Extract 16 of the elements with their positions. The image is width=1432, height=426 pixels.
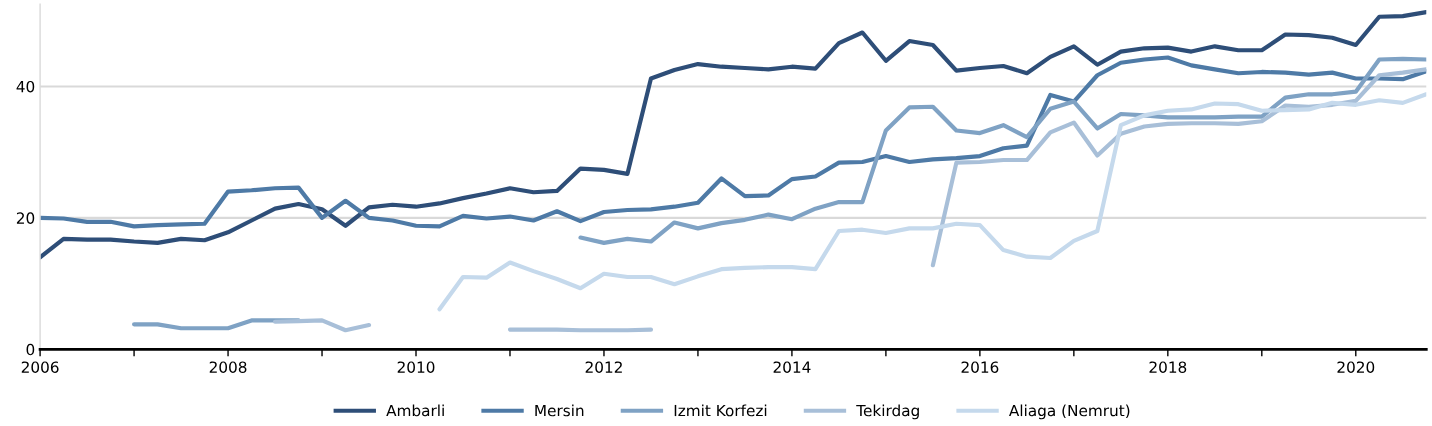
y-tick-label: 0: [26, 343, 35, 356]
x-tick-label: 2018: [1149, 361, 1187, 373]
x-tick-label: 2006: [21, 361, 59, 373]
y-tick-label: 40: [16, 80, 35, 93]
legend-label: Ambarli: [386, 404, 444, 417]
x-tick-label: 2008: [209, 361, 247, 373]
x-tick-label: 2020: [1337, 361, 1375, 373]
y-tick-label: 20: [16, 212, 35, 224]
x-tick-label: 2014: [773, 361, 811, 373]
legend-label: Mersin: [535, 404, 584, 417]
legend-label: Tekirdag: [856, 404, 919, 420]
legend-label: Izmit Korfezi: [674, 404, 767, 417]
legend-label: Aliaga (Nemrut): [1009, 404, 1130, 420]
x-tick-label: 2016: [961, 361, 999, 373]
x-tick-label: 2012: [585, 361, 622, 373]
x-tick-label: 2010: [397, 361, 435, 373]
